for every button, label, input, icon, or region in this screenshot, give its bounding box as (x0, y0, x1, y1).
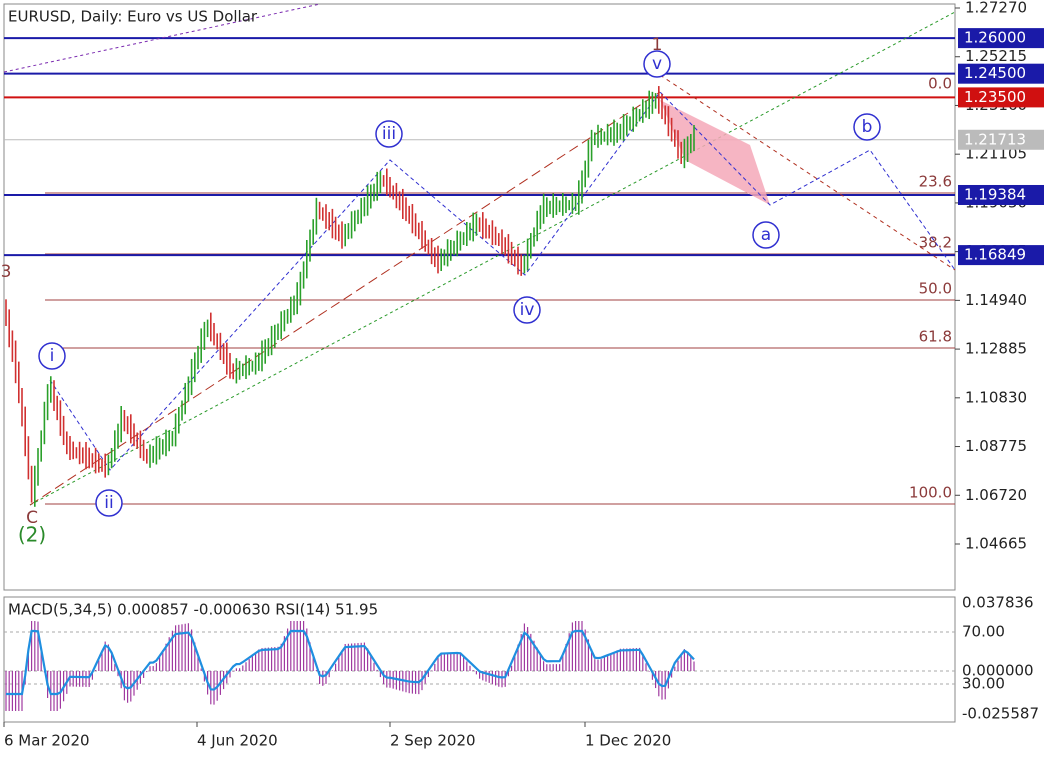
price-tick-label: 1.27270 (965, 0, 1027, 17)
chart-title: EURUSD, Daily: Euro vs US Dollar (8, 8, 258, 26)
fib-label: 100.0 (909, 484, 952, 502)
date-label: 6 Mar 2020 (4, 732, 90, 750)
price-tick-label: 1.14940 (965, 291, 1027, 309)
price-tick-label: 1.08775 (965, 437, 1027, 455)
price-tick-label: 1.06720 (965, 486, 1027, 504)
wave-label: i (50, 346, 55, 366)
date-label: 2 Sep 2020 (390, 732, 476, 750)
price-tick-label: 1.10830 (965, 388, 1027, 406)
price-tick-label: 1.25215 (965, 47, 1027, 65)
wave-circle (853, 113, 881, 141)
wave-circle (752, 221, 780, 249)
wave-label: b (862, 117, 873, 137)
level-box (958, 129, 1044, 150)
wave-label: 1 (652, 35, 663, 55)
wave-label: C (26, 508, 38, 528)
indicator-tick-label: 0.000000 (962, 662, 1034, 680)
rsi-line (6, 629, 695, 696)
price-tick-label: 1.04665 (965, 535, 1027, 553)
fib-label: 0.0 (928, 75, 952, 93)
level-box (958, 245, 1044, 266)
level-label: 1.16849 (964, 246, 1026, 264)
channel (29, 91, 661, 506)
wave-label: 3 (1, 262, 12, 282)
channel (29, 11, 956, 506)
level-box (958, 87, 1044, 108)
fib-label: 50.0 (919, 280, 952, 298)
date-label: 4 Jun 2020 (197, 732, 278, 750)
projection (660, 100, 770, 205)
fib-label: 38.2 (919, 234, 952, 252)
wave-circle (38, 342, 66, 370)
wave-label: v (652, 54, 662, 74)
wave-label: iii (382, 124, 396, 144)
level-label: 1.24500 (964, 64, 1026, 82)
wave-circle (95, 489, 123, 517)
channel (659, 74, 956, 271)
wave-label: (2) (18, 523, 46, 547)
wave-circle (375, 120, 403, 148)
level-box (958, 63, 1044, 84)
fib-label: 61.8 (919, 328, 952, 346)
indicator-text: MACD(5,34,5) 0.000857 -0.000630 RSI(14) … (8, 601, 378, 619)
indicator-tick-label: 30.00 (962, 675, 1005, 693)
level-label: 1.19384 (964, 185, 1026, 203)
price-panel (3, 3, 956, 591)
level-label: 1.26000 (964, 29, 1026, 47)
date-label: 1 Dec 2020 (585, 732, 671, 750)
price-tick-label: 1.12885 (965, 340, 1027, 358)
indicator-tick-label: 0.037836 (962, 594, 1034, 612)
wave-circle (513, 296, 541, 324)
wave-path (49, 91, 956, 471)
fib-label: 23.6 (919, 173, 952, 191)
wave-label: a (761, 225, 771, 245)
level-label: 1.23500 (964, 88, 1026, 106)
indicator-tick-label: -0.025587 (962, 705, 1039, 723)
wave-label: iv (520, 300, 535, 320)
wave-label: ii (104, 493, 113, 513)
level-box (958, 28, 1044, 49)
level-box (958, 184, 1044, 205)
level-label: 1.21713 (964, 130, 1026, 148)
wave-circle (643, 50, 671, 78)
indicator-tick-label: 70.00 (962, 623, 1005, 641)
